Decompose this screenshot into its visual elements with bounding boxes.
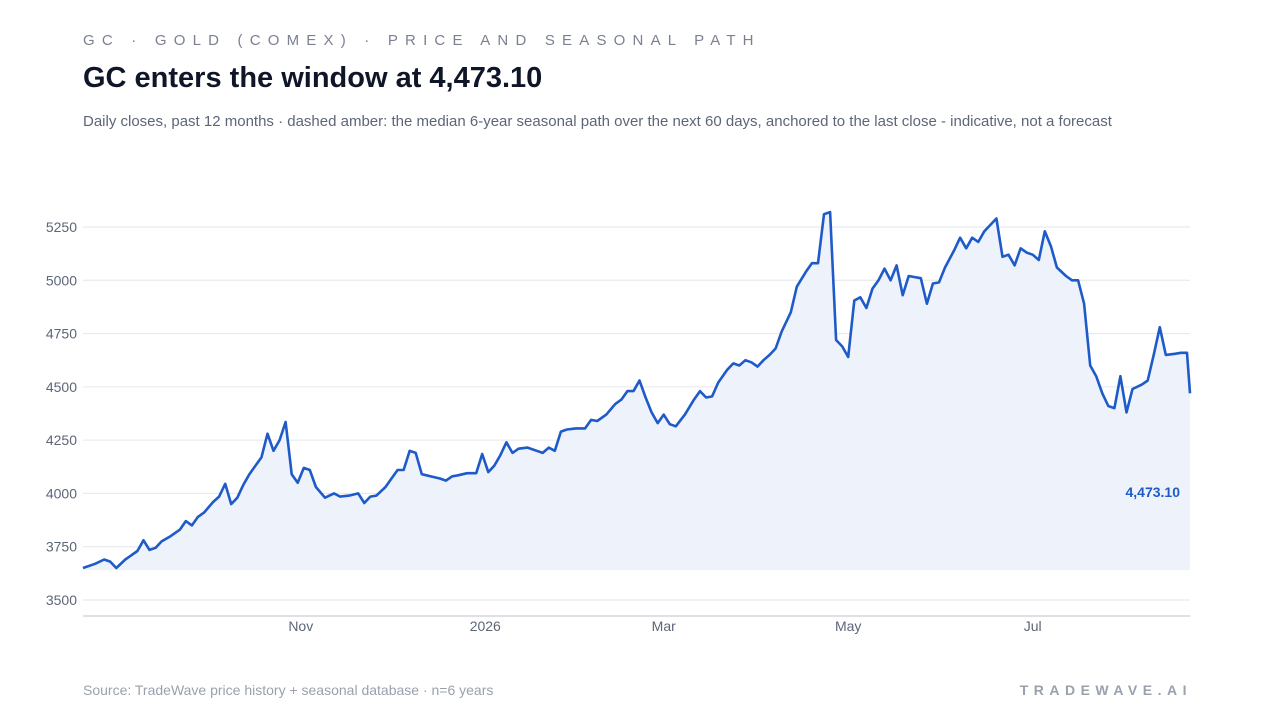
y-tick-label-4000: 4000 (46, 485, 77, 501)
price-line (82, 210, 1192, 570)
source-note: Source: TradeWave price history + season… (83, 682, 494, 698)
x-tick-label-nov: Nov (288, 618, 313, 634)
y-tick-label-3750: 3750 (46, 539, 77, 555)
x-tick-label-may: May (835, 618, 861, 634)
x-tick-label-2026: 2026 (470, 618, 501, 634)
last-close-label: 4,473.10 (1126, 484, 1181, 500)
chart-subtitle: Daily closes, past 12 months · dashed am… (83, 113, 1112, 130)
chart-kicker: GC · GOLD (COMEX) · PRICE AND SEASONAL P… (83, 32, 761, 49)
y-tick-label-4500: 4500 (46, 379, 77, 395)
brand-logo-text: TRADEWAVE.AI (1019, 682, 1192, 698)
y-tick-label-5000: 5000 (46, 272, 77, 288)
chart-title: GC enters the window at 4,473.10 (83, 62, 543, 94)
x-axis-labels: Nov 2026 Mar May Jul (288, 618, 1041, 634)
price-area-fill (83, 212, 1190, 570)
y-tick-label-4250: 4250 (46, 432, 77, 448)
x-tick-label-jul: Jul (1024, 618, 1042, 634)
y-tick-label-3500: 3500 (46, 592, 77, 608)
x-tick-label-mar: Mar (652, 618, 676, 634)
y-tick-label-5250: 5250 (46, 219, 77, 235)
y-axis-labels: 3500 3750 4000 4250 4500 4750 5000 5250 (46, 219, 77, 608)
y-tick-label-4750: 4750 (46, 326, 77, 342)
